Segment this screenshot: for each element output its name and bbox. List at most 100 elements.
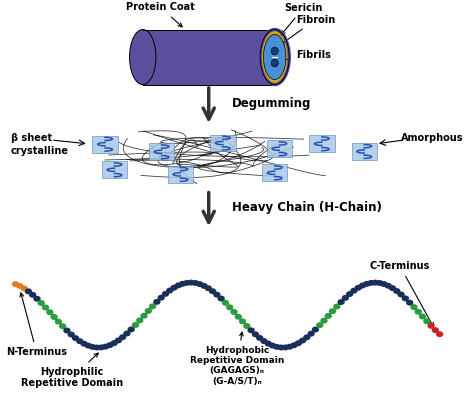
- Circle shape: [205, 285, 212, 291]
- Circle shape: [46, 309, 54, 315]
- Circle shape: [222, 300, 229, 306]
- Circle shape: [16, 283, 24, 289]
- Circle shape: [269, 343, 276, 349]
- Text: Sericin: Sericin: [281, 3, 322, 35]
- Circle shape: [102, 344, 109, 349]
- Circle shape: [397, 292, 405, 297]
- Circle shape: [316, 322, 323, 328]
- Circle shape: [355, 285, 362, 291]
- Circle shape: [170, 285, 178, 291]
- Text: Heavy Chain (H-Chain): Heavy Chain (H-Chain): [232, 201, 382, 214]
- Text: Protein Coat: Protein Coat: [126, 2, 195, 27]
- Circle shape: [110, 340, 118, 346]
- Circle shape: [406, 299, 413, 306]
- Circle shape: [166, 288, 173, 294]
- Circle shape: [188, 280, 195, 286]
- Circle shape: [367, 280, 375, 286]
- FancyBboxPatch shape: [149, 143, 174, 160]
- Circle shape: [93, 344, 100, 351]
- Circle shape: [59, 323, 66, 329]
- Circle shape: [192, 280, 199, 286]
- Text: Hydrophobic
Repetitive Domain
(GAGAGS)ₙ
(G-A/S/T)ₙ: Hydrophobic Repetitive Domain (GAGAGS)ₙ …: [190, 332, 284, 386]
- Circle shape: [201, 283, 208, 289]
- Circle shape: [123, 331, 130, 336]
- Circle shape: [346, 291, 353, 297]
- Circle shape: [115, 337, 122, 344]
- Circle shape: [243, 323, 251, 329]
- Circle shape: [230, 309, 237, 315]
- Ellipse shape: [271, 59, 278, 67]
- Circle shape: [162, 291, 169, 297]
- Circle shape: [428, 323, 435, 329]
- Text: N-Terminus: N-Terminus: [6, 293, 67, 357]
- Circle shape: [183, 280, 191, 286]
- Circle shape: [277, 344, 285, 351]
- Text: Fibrils: Fibrils: [280, 50, 331, 62]
- Circle shape: [333, 303, 340, 310]
- Circle shape: [329, 308, 336, 314]
- Circle shape: [384, 283, 392, 289]
- Circle shape: [63, 327, 71, 333]
- Circle shape: [256, 335, 264, 341]
- Circle shape: [213, 292, 220, 297]
- Circle shape: [372, 280, 379, 286]
- Circle shape: [303, 335, 310, 340]
- FancyBboxPatch shape: [262, 164, 287, 181]
- Circle shape: [401, 296, 409, 301]
- Circle shape: [432, 327, 439, 333]
- Text: C-Terminus: C-Terminus: [370, 261, 433, 327]
- Circle shape: [260, 338, 268, 344]
- Text: Amorphous: Amorphous: [401, 133, 463, 143]
- Circle shape: [20, 285, 28, 291]
- Circle shape: [320, 318, 328, 323]
- Text: β sheet
crystalline: β sheet crystalline: [11, 134, 69, 156]
- Circle shape: [12, 281, 19, 287]
- Circle shape: [436, 331, 443, 337]
- Circle shape: [33, 296, 41, 302]
- Circle shape: [415, 309, 422, 315]
- Circle shape: [376, 280, 383, 286]
- Circle shape: [218, 296, 225, 301]
- FancyBboxPatch shape: [168, 166, 193, 183]
- Circle shape: [419, 314, 426, 320]
- Circle shape: [85, 343, 92, 349]
- Circle shape: [273, 344, 281, 350]
- Circle shape: [247, 327, 255, 333]
- Circle shape: [252, 331, 259, 337]
- FancyBboxPatch shape: [102, 162, 127, 178]
- Circle shape: [72, 335, 79, 341]
- Circle shape: [157, 295, 165, 301]
- Circle shape: [119, 334, 126, 340]
- Circle shape: [286, 344, 293, 349]
- Circle shape: [55, 319, 62, 325]
- FancyBboxPatch shape: [92, 136, 118, 152]
- FancyBboxPatch shape: [143, 30, 275, 85]
- Circle shape: [25, 288, 32, 294]
- Circle shape: [179, 281, 186, 287]
- Circle shape: [149, 303, 156, 309]
- FancyBboxPatch shape: [267, 140, 292, 157]
- Circle shape: [337, 299, 345, 305]
- Circle shape: [153, 299, 161, 305]
- Circle shape: [359, 282, 366, 288]
- FancyBboxPatch shape: [210, 135, 236, 151]
- Circle shape: [128, 326, 135, 333]
- Circle shape: [264, 341, 272, 347]
- Circle shape: [239, 318, 246, 324]
- Circle shape: [98, 344, 105, 350]
- Ellipse shape: [261, 30, 289, 85]
- Circle shape: [81, 341, 88, 347]
- Text: Fibroin: Fibroin: [280, 15, 335, 45]
- FancyBboxPatch shape: [309, 136, 335, 152]
- Circle shape: [37, 300, 45, 306]
- Circle shape: [389, 285, 396, 291]
- Circle shape: [140, 313, 148, 319]
- Circle shape: [393, 288, 401, 294]
- Text: Degumming: Degumming: [232, 97, 312, 110]
- FancyBboxPatch shape: [352, 143, 377, 160]
- Circle shape: [294, 340, 302, 346]
- Circle shape: [363, 281, 371, 287]
- Circle shape: [29, 292, 36, 298]
- Circle shape: [76, 338, 83, 344]
- Ellipse shape: [271, 47, 278, 55]
